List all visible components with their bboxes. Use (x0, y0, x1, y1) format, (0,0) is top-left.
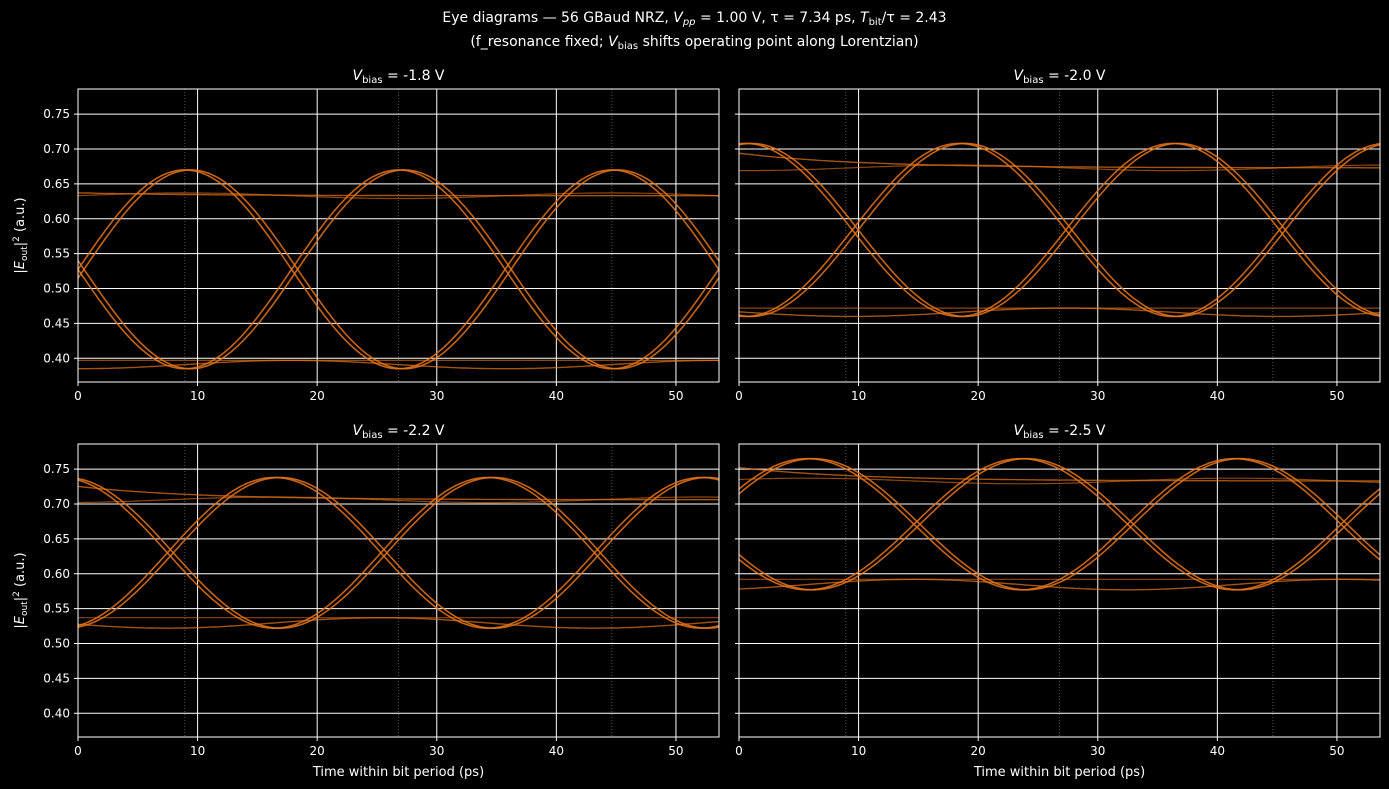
x-tick-label: 10 (851, 744, 866, 758)
subplot-title: Vbias = -2.5 V (1013, 423, 1105, 441)
tbit-symbol: T (860, 10, 869, 26)
y-tick-label: 0.55 (43, 247, 70, 261)
y-tick-label: 0.45 (43, 671, 70, 685)
y-axis-label: |Eout|2 (a.u.) (12, 552, 30, 628)
x-tick-label: 50 (668, 744, 683, 758)
eye-trace (738, 578, 1381, 591)
subplot-4: 0 10 20 30 40 50 Vbias = -2.5 V Time within bit… (735, 423, 1381, 780)
x-tick-label: 20 (310, 744, 325, 758)
y-tick-label: 0.50 (43, 282, 70, 296)
x-tick-label: 40 (1210, 389, 1225, 403)
eye-trace (77, 476, 720, 629)
eye-trace (738, 307, 1381, 318)
tbit-value: /τ = 2.43 (881, 10, 947, 26)
eye-trace (738, 142, 1381, 318)
eye-trace (738, 142, 1381, 318)
x-tick-label: 30 (429, 744, 444, 758)
axes-frame (738, 443, 1381, 738)
x-tick-label: 50 (1329, 389, 1344, 403)
x-tick-label: 50 (668, 389, 683, 403)
x-tick-label: 40 (549, 389, 564, 403)
subplot-2: 0 10 20 30 40 50 Vbias = -2.0 V (735, 68, 1381, 403)
y-tick-label: 0.65 (43, 177, 70, 191)
vpp-value: = 1.00 V, τ = 7.34 ps, (695, 10, 861, 26)
eye-trace (77, 476, 720, 630)
subplot-title: Vbias = -1.8 V (352, 68, 444, 86)
vbias-subscript: bias (617, 41, 639, 52)
y-tick-label: 0.45 (43, 316, 70, 330)
x-axis-label: Time within bit period (ps) (973, 765, 1145, 780)
figure-subtitle: (f_resonance fixed; Vbias shifts operati… (0, 33, 1389, 56)
figure-title: Eye diagrams — 56 GBaud NRZ, Vpp = 1.00 … (0, 9, 1389, 32)
y-tick-label: 0.65 (43, 532, 70, 546)
x-axis-label: Time within bit period (ps) (312, 765, 484, 780)
y-tick-label: 0.75 (43, 462, 70, 476)
eye-trace (77, 192, 719, 197)
tbit-subscript: bit (868, 17, 882, 28)
y-tick-label: 0.40 (43, 706, 70, 720)
subplot-title: Vbias = -2.0 V (1013, 68, 1105, 86)
y-tick-label: 0.70 (43, 497, 70, 511)
eye-trace (738, 477, 1381, 485)
eye-trace (77, 476, 720, 630)
axes-frame (738, 88, 1381, 383)
x-tick-label: 10 (851, 389, 866, 403)
axes-frame (77, 88, 720, 383)
vpp-symbol: V (673, 10, 683, 26)
x-tick-label: 30 (1090, 744, 1105, 758)
subtitle-prefix: (f_resonance fixed; (470, 34, 609, 50)
y-tick-label: 0.70 (43, 142, 70, 156)
eye-trace (78, 496, 719, 504)
eye-trace (77, 476, 720, 630)
x-tick-label: 50 (1329, 744, 1344, 758)
subplot-1: 0 10 20 30 40 50 0.40 0.45 0.50 0.55 0.60 0.65 0.70 0… (12, 68, 720, 403)
eye-trace (738, 142, 1381, 318)
x-tick-label: 0 (735, 744, 743, 758)
vpp-subscript: pp (682, 17, 696, 28)
x-tick-label: 20 (310, 389, 325, 403)
eye-trace (78, 359, 719, 370)
subplot-3: 0 10 20 30 40 50 0.40 0.45 0.50 0.55 0.60 0.65 0.70 0… (12, 423, 720, 780)
y-axis-label: |Eout|2 (a.u.) (12, 197, 30, 273)
x-tick-label: 10 (190, 744, 205, 758)
x-tick-label: 40 (549, 744, 564, 758)
y-tick-label: 0.60 (43, 212, 70, 226)
eye-trace (739, 164, 1380, 172)
axes-frame (77, 443, 720, 738)
eye-traces (77, 169, 720, 370)
x-tick-label: 0 (735, 389, 743, 403)
title-text: Eye diagrams — 56 GBaud NRZ, (442, 10, 674, 26)
y-tick-label: 0.50 (43, 637, 70, 651)
x-tick-label: 20 (971, 389, 986, 403)
eye-trace (77, 617, 720, 629)
eye-trace (738, 142, 1381, 318)
eye-traces (77, 476, 720, 630)
x-tick-label: 30 (1090, 389, 1105, 403)
eye-trace (738, 457, 1381, 591)
eye-traces (738, 142, 1381, 318)
eye-trace (738, 466, 1380, 482)
x-tick-label: 10 (190, 389, 205, 403)
subtitle-suffix: shifts operating point along Lorentzian) (638, 34, 919, 50)
y-tick-label: 0.55 (43, 602, 70, 616)
eye-trace (77, 169, 720, 370)
vbias-symbol: V (608, 34, 618, 50)
subplot-title: Vbias = -2.2 V (352, 423, 444, 441)
eye-traces (738, 457, 1381, 591)
eye-trace (77, 192, 720, 200)
y-tick-label: 0.60 (43, 567, 70, 581)
x-tick-label: 20 (971, 744, 986, 758)
x-tick-label: 40 (1210, 744, 1225, 758)
eye-trace (77, 169, 720, 370)
x-tick-label: 0 (74, 744, 82, 758)
x-tick-label: 30 (429, 389, 444, 403)
y-tick-label: 0.75 (43, 107, 70, 121)
x-tick-label: 0 (74, 389, 82, 403)
y-tick-label: 0.40 (43, 351, 70, 365)
